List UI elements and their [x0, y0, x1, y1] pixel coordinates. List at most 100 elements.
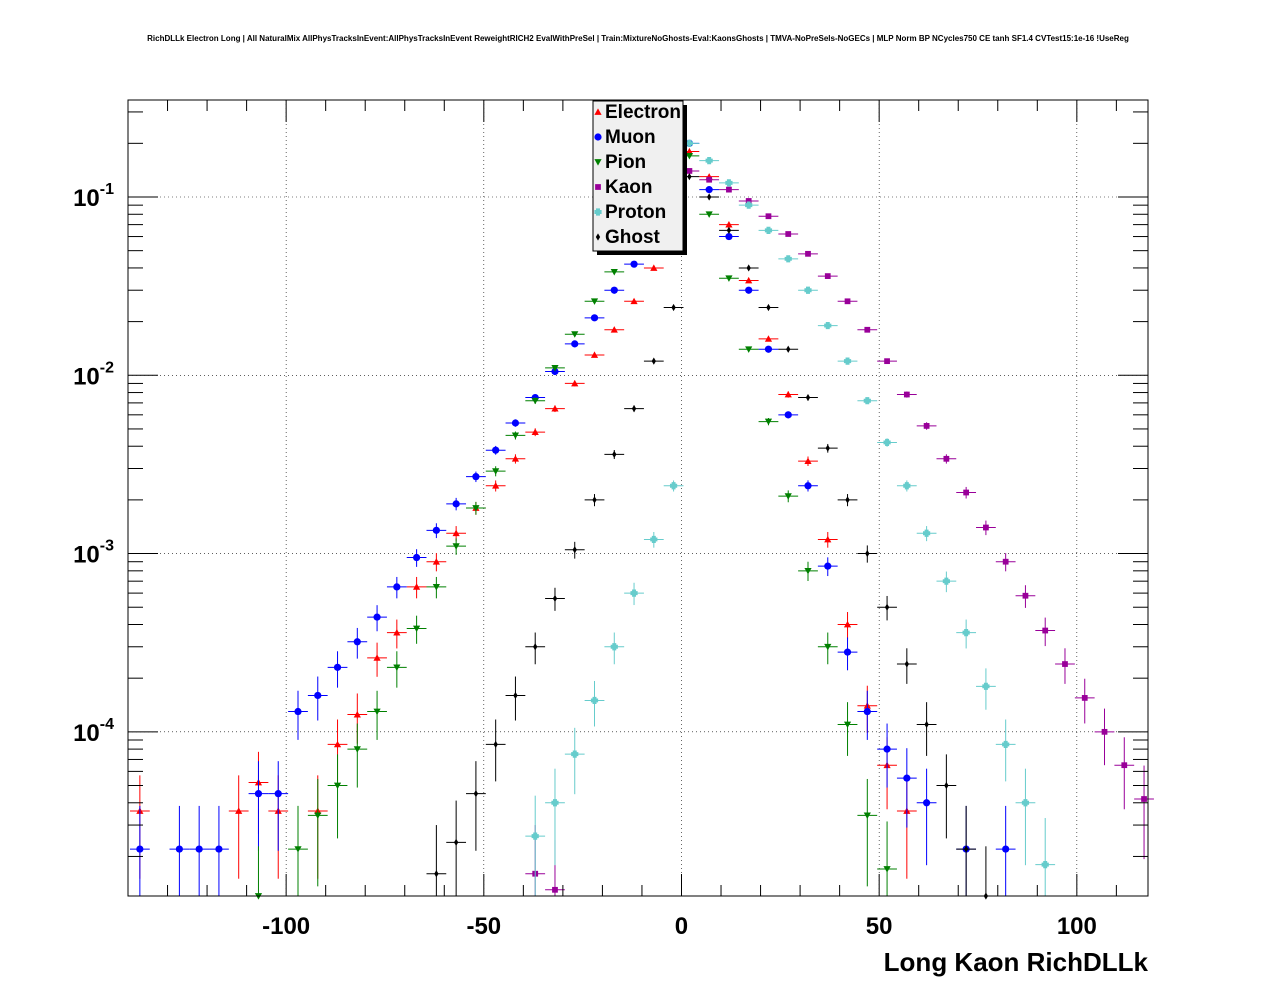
data-point — [705, 186, 713, 194]
data-point — [452, 500, 460, 508]
data-point — [1141, 796, 1147, 802]
data-point — [1041, 861, 1049, 869]
data-point — [452, 529, 460, 537]
data-point — [883, 866, 891, 873]
legend-marker-muon — [594, 133, 602, 141]
data-point — [706, 176, 713, 183]
data-point — [393, 629, 401, 636]
chart-title: RichDLLk Electron Long | All NaturalMix … — [147, 34, 1129, 43]
data-point — [843, 357, 852, 365]
data-point — [136, 845, 144, 853]
data-point — [630, 297, 638, 305]
data-point — [492, 468, 500, 475]
data-point — [432, 526, 440, 534]
data-point — [511, 419, 520, 427]
data-point — [942, 577, 950, 585]
legend: Electron Muon Pion Kaon Proton Ghost — [592, 100, 687, 255]
data-point — [725, 221, 733, 228]
data-point — [513, 691, 518, 700]
x-tick-label: 100 — [1057, 913, 1097, 940]
data-point — [904, 660, 909, 668]
data-point — [631, 405, 637, 413]
data-point — [865, 549, 870, 558]
data-point — [215, 845, 223, 853]
data-point — [393, 664, 401, 671]
data-point — [413, 553, 421, 562]
data-point — [373, 613, 381, 621]
data-point — [669, 482, 678, 490]
data-point — [843, 721, 852, 729]
data-point — [903, 391, 910, 398]
data-point — [824, 535, 832, 543]
legend-box — [592, 100, 684, 252]
data-point — [745, 276, 753, 284]
tick-labels: -100 -50 0 50 100 10-4 10-3 10-2 10-1 — [73, 181, 1097, 940]
data-point — [592, 496, 597, 504]
data-point — [786, 345, 791, 353]
data-point — [353, 638, 361, 646]
data-point — [884, 358, 890, 365]
data-point — [843, 620, 852, 628]
data-point — [1002, 558, 1009, 565]
data-point — [1042, 627, 1049, 634]
axis-ticks — [127, 100, 1148, 896]
data-point — [766, 303, 771, 312]
legend-label-ghost: Ghost — [605, 227, 661, 248]
data-point — [373, 708, 381, 716]
data-point — [294, 846, 302, 853]
data-point — [983, 524, 989, 531]
data-point — [687, 173, 692, 181]
data-point — [784, 411, 792, 419]
x-tick-label: -100 — [262, 913, 310, 940]
data-point — [333, 782, 342, 790]
plot-frame — [127, 99, 1149, 897]
data-point — [452, 543, 460, 550]
data-point — [825, 444, 830, 452]
data-point — [785, 231, 792, 237]
data-point — [844, 298, 851, 305]
data-point — [923, 423, 930, 429]
legend-marker-kaon — [595, 184, 601, 190]
data-point — [963, 489, 970, 496]
data-point — [511, 432, 520, 439]
data-point — [432, 584, 440, 591]
data-point — [726, 186, 732, 193]
data-point — [863, 812, 871, 819]
data-point — [551, 365, 559, 372]
data-point — [1021, 799, 1030, 807]
data-point — [333, 663, 342, 671]
data-point — [745, 198, 752, 204]
data-point — [764, 418, 773, 426]
data-point — [883, 745, 891, 753]
data-point — [784, 493, 792, 500]
x-tick-label: 50 — [866, 913, 893, 940]
data-point — [492, 482, 500, 489]
series-proton — [525, 139, 1056, 896]
data-point — [413, 625, 421, 633]
data-point — [863, 707, 871, 716]
data-point — [175, 845, 183, 853]
data-point — [571, 750, 579, 758]
data-point — [432, 558, 440, 565]
data-point — [804, 482, 812, 490]
data-point — [765, 213, 772, 220]
data-point — [610, 286, 618, 294]
data-point — [863, 397, 871, 405]
data-point — [333, 740, 342, 748]
data-point — [843, 648, 852, 656]
legend-marker-proton — [594, 208, 602, 216]
data-point — [962, 629, 970, 637]
data-point — [353, 746, 361, 753]
data-point — [630, 589, 638, 597]
data-point — [725, 232, 733, 241]
y-tick-label: 10-2 — [73, 359, 114, 390]
data-point — [804, 567, 812, 575]
data-point — [671, 303, 676, 312]
data-point — [864, 326, 871, 333]
series-electron — [129, 147, 917, 879]
data-point — [764, 335, 773, 342]
data-point — [725, 179, 733, 187]
y-tick-label: 10-1 — [73, 181, 114, 212]
data-point — [745, 346, 753, 353]
